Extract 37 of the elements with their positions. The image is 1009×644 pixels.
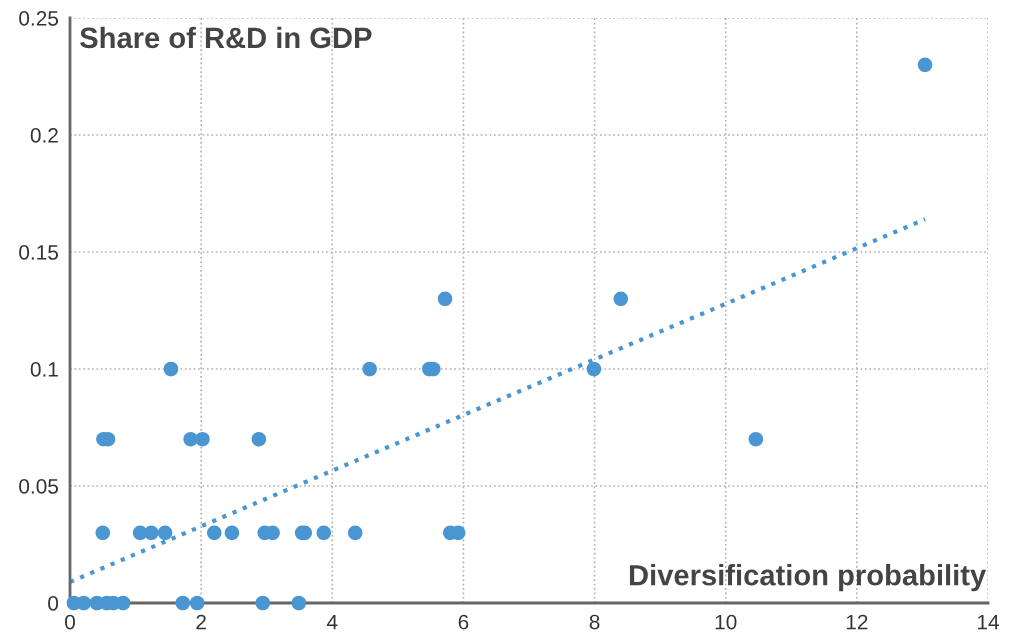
point [437, 291, 453, 307]
point [347, 525, 363, 541]
y-tick-label: 0 [48, 596, 59, 611]
point [175, 595, 191, 611]
x-tick-label: 14 [978, 614, 999, 630]
x-tick-label: 10 [715, 614, 737, 630]
x-tick-label: 12 [846, 614, 868, 630]
point [362, 361, 377, 377]
point [748, 431, 764, 447]
y-tick-label: 0.15 [19, 245, 59, 260]
x-tick-label: 2 [196, 614, 206, 630]
point [163, 361, 179, 377]
point [224, 525, 240, 541]
point [157, 525, 173, 541]
point [195, 431, 210, 447]
x-tick-label: 8 [589, 614, 600, 630]
x-axis-title: Diversification probability [629, 564, 987, 592]
y-tick-label: 0.05 [19, 479, 59, 494]
point [316, 525, 332, 541]
point [189, 595, 205, 611]
y-tick-label: 0.1 [30, 362, 58, 377]
point [917, 57, 933, 73]
point [255, 595, 271, 611]
y-tick-label: 0.25 [19, 11, 59, 26]
point [251, 431, 267, 447]
x-tick-label: 6 [458, 614, 469, 630]
point [95, 525, 111, 541]
point [586, 361, 602, 377]
point [291, 595, 307, 611]
x-tick-label: 0 [65, 614, 75, 630]
point [144, 525, 159, 541]
point [76, 595, 92, 611]
y-axis-title: Share of R&D in GDP [80, 26, 372, 49]
y-tick-label: 0.2 [30, 128, 58, 143]
point [206, 525, 222, 541]
point [613, 291, 629, 307]
x-tick-label: 4 [326, 614, 338, 630]
